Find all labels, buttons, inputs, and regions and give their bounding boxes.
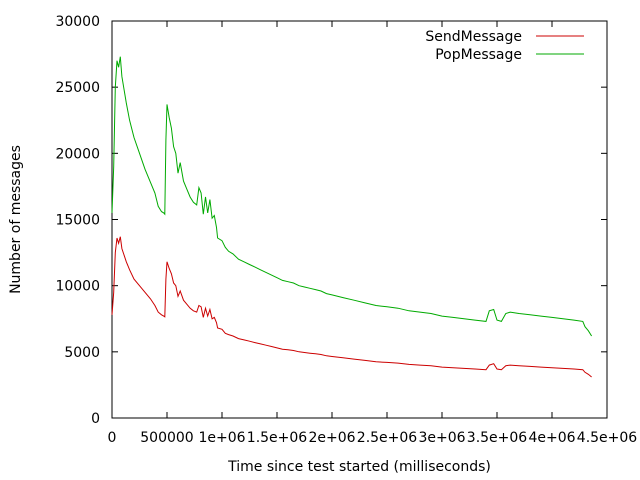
legend-label-sendmessage: SendMessage (425, 29, 522, 45)
legend: SendMessage PopMessage (425, 29, 584, 63)
x-tick-label: 2e+06 (308, 430, 355, 446)
y-tick-label: 30000 (55, 14, 100, 30)
y-tick-label: 15000 (55, 213, 100, 229)
x-tick-label: 2.5e+06 (357, 430, 418, 446)
y-tick-label: 10000 (55, 279, 100, 295)
axis-ticks (111, 20, 608, 419)
y-tick-label: 5000 (64, 345, 100, 361)
x-tick-label: 4.5e+06 (577, 430, 638, 446)
axis-tick-labels: 0 500000 1e+06 1.5e+06 2e+06 2.5e+06 3e+06 3.5e… (55, 14, 637, 446)
x-axis-title: Time since test started (milliseconds) (227, 459, 491, 475)
y-tick-label: 0 (91, 411, 100, 427)
x-tick-label: 1e+06 (198, 430, 245, 446)
x-tick-label: 3e+06 (418, 430, 465, 446)
y-tick-label: 25000 (55, 80, 100, 96)
series-line-popmessage (111, 56, 593, 337)
x-tick-label: 500000 (140, 430, 193, 446)
legend-label-popmessage: PopMessage (435, 47, 522, 63)
x-tick-label: 1.5e+06 (247, 430, 308, 446)
y-axis-title: Number of messages (8, 145, 24, 294)
x-tick-label: 0 (108, 430, 117, 446)
x-tick-label: 4e+06 (528, 430, 575, 446)
x-tick-label: 3.5e+06 (467, 430, 528, 446)
y-tick-label: 20000 (55, 146, 100, 162)
series-line-sendmessage (111, 236, 592, 378)
series-lines (111, 56, 593, 378)
